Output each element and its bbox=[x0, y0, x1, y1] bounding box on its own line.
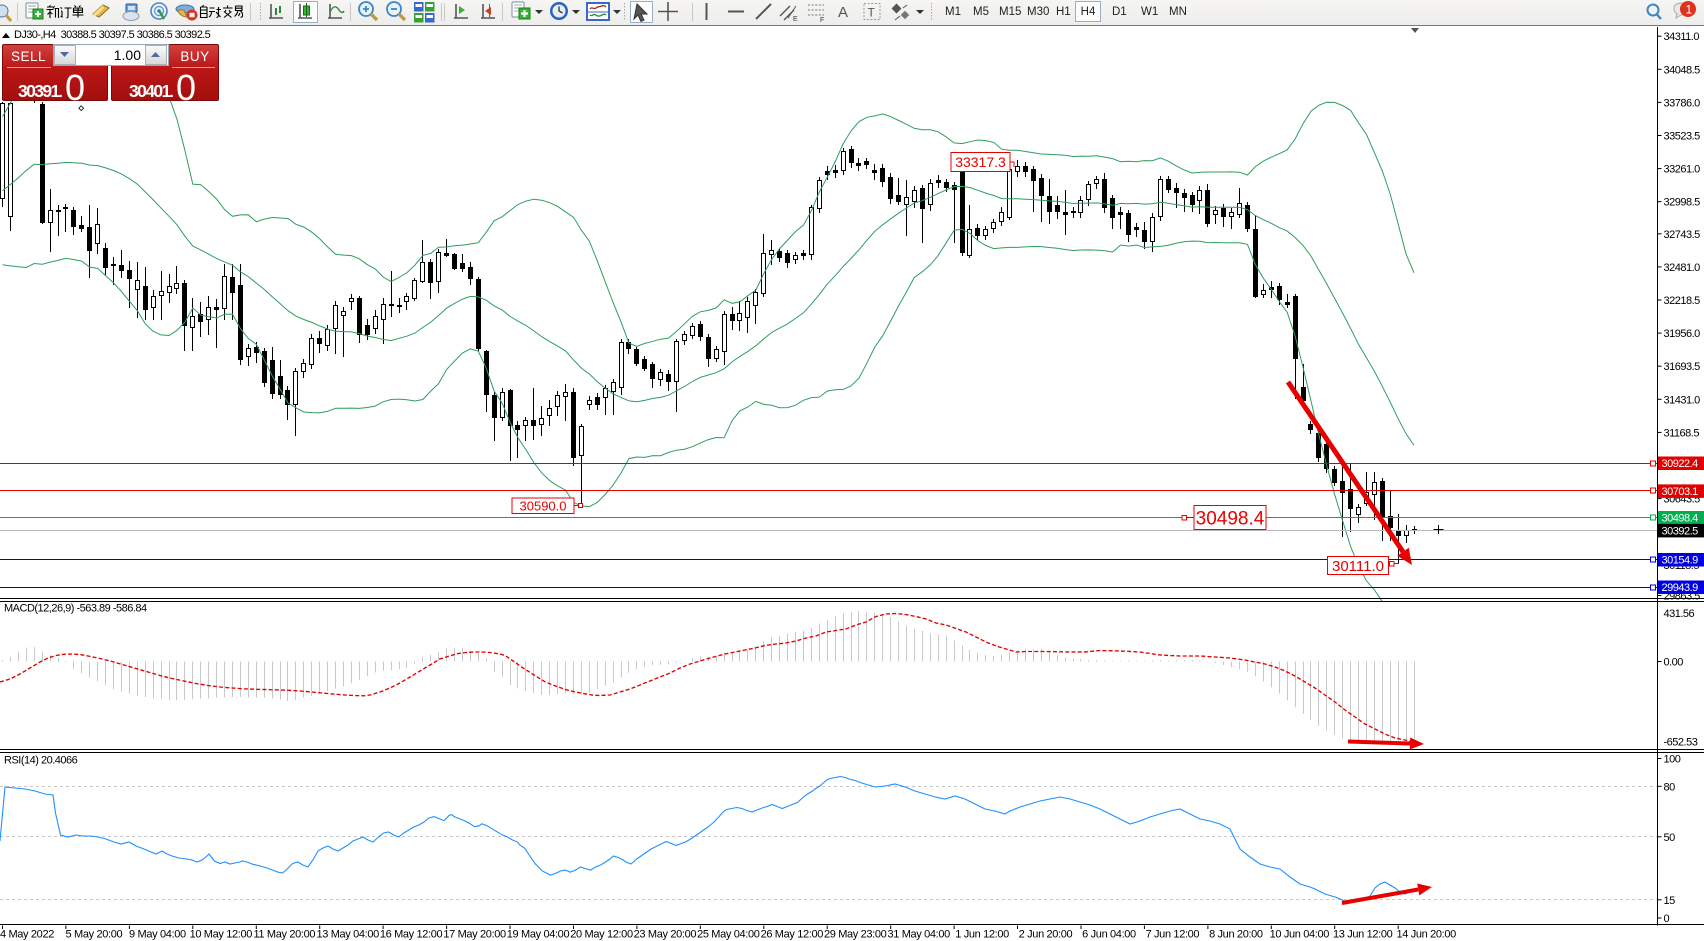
svg-text:T: T bbox=[868, 6, 876, 20]
svg-text:4 May 2022: 4 May 2022 bbox=[0, 929, 54, 941]
svg-text:100: 100 bbox=[1664, 754, 1681, 766]
svg-text:6 Jun 04:00: 6 Jun 04:00 bbox=[1082, 929, 1136, 941]
svg-text:9 May 04:00: 9 May 04:00 bbox=[129, 929, 186, 941]
svg-text:32218.5: 32218.5 bbox=[1664, 295, 1701, 307]
svg-text:1: 1 bbox=[1686, 3, 1693, 17]
svg-text:0.00: 0.00 bbox=[1664, 657, 1684, 669]
svg-text:34048.5: 34048.5 bbox=[1664, 64, 1701, 76]
svg-text:1 Jun 12:00: 1 Jun 12:00 bbox=[955, 929, 1009, 941]
svg-text:E: E bbox=[793, 16, 798, 23]
svg-text:31956.0: 31956.0 bbox=[1664, 328, 1701, 340]
svg-text:10 Jun 04:00: 10 Jun 04:00 bbox=[1270, 929, 1330, 941]
svg-text:8 Jun 20:00: 8 Jun 20:00 bbox=[1209, 929, 1263, 941]
svg-text:2 Jun 20:00: 2 Jun 20:00 bbox=[1019, 929, 1073, 941]
svg-text:30392.5: 30392.5 bbox=[1662, 525, 1699, 537]
svg-text:F: F bbox=[820, 17, 824, 24]
svg-text:34311.0: 34311.0 bbox=[1664, 31, 1700, 43]
svg-text:16 May 12:00: 16 May 12:00 bbox=[380, 929, 443, 941]
svg-text:15: 15 bbox=[1664, 895, 1676, 907]
svg-text:19 May 04:00: 19 May 04:00 bbox=[507, 929, 570, 941]
svg-text:23 May 20:00: 23 May 20:00 bbox=[634, 929, 697, 941]
svg-text:13 Jun 12:00: 13 Jun 12:00 bbox=[1333, 929, 1393, 941]
svg-text:13 May 04:00: 13 May 04:00 bbox=[316, 929, 379, 941]
svg-text:33317.3: 33317.3 bbox=[955, 154, 1006, 170]
svg-text:50: 50 bbox=[1664, 832, 1676, 844]
svg-text:31 May 04:00: 31 May 04:00 bbox=[887, 929, 950, 941]
svg-text:A: A bbox=[838, 4, 848, 21]
svg-text:30922.4: 30922.4 bbox=[1662, 458, 1699, 470]
svg-text:20 May 12:00: 20 May 12:00 bbox=[570, 929, 633, 941]
svg-text:MACD(12,26,9) -563.89 -586.84: MACD(12,26,9) -563.89 -586.84 bbox=[4, 603, 147, 615]
svg-text:30703.1: 30703.1 bbox=[1662, 486, 1699, 498]
svg-text:29 May 23:00: 29 May 23:00 bbox=[824, 929, 887, 941]
svg-text:29943.9: 29943.9 bbox=[1662, 582, 1699, 594]
svg-text:30111.0: 30111.0 bbox=[1332, 558, 1384, 575]
svg-text:-652.53: -652.53 bbox=[1664, 737, 1698, 749]
svg-text:30498.4: 30498.4 bbox=[1196, 508, 1265, 529]
svg-text:431.56: 431.56 bbox=[1664, 608, 1695, 620]
svg-text:33786.0: 33786.0 bbox=[1664, 97, 1701, 109]
svg-text:26 May 12:00: 26 May 12:00 bbox=[761, 929, 824, 941]
svg-text:32481.0: 32481.0 bbox=[1664, 262, 1701, 274]
svg-text:32998.5: 32998.5 bbox=[1664, 197, 1701, 209]
svg-text:RSI(14) 20.4066: RSI(14) 20.4066 bbox=[4, 755, 78, 767]
svg-text:30498.4: 30498.4 bbox=[1662, 513, 1699, 525]
svg-text:10 May 12:00: 10 May 12:00 bbox=[190, 929, 253, 941]
svg-text:25 May 04:00: 25 May 04:00 bbox=[697, 929, 760, 941]
svg-text:33523.5: 33523.5 bbox=[1664, 131, 1701, 143]
svg-text:30590.0: 30590.0 bbox=[520, 498, 567, 513]
svg-text:0: 0 bbox=[1664, 913, 1670, 925]
svg-text:31431.0: 31431.0 bbox=[1664, 394, 1701, 406]
svg-text:30154.9: 30154.9 bbox=[1662, 555, 1699, 567]
svg-text:31693.5: 31693.5 bbox=[1664, 361, 1701, 373]
svg-text:17 May 20:00: 17 May 20:00 bbox=[443, 929, 506, 941]
svg-text:7 Jun 12:00: 7 Jun 12:00 bbox=[1146, 929, 1200, 941]
svg-text:32743.5: 32743.5 bbox=[1664, 229, 1701, 241]
svg-text:31168.5: 31168.5 bbox=[1664, 427, 1700, 439]
svg-text:33261.0: 33261.0 bbox=[1664, 164, 1701, 176]
svg-text:14 Jun 20:00: 14 Jun 20:00 bbox=[1396, 929, 1456, 941]
svg-text:80: 80 bbox=[1664, 781, 1676, 793]
svg-text:5 May 20:00: 5 May 20:00 bbox=[66, 929, 123, 941]
svg-text:11 May 20:00: 11 May 20:00 bbox=[253, 929, 315, 941]
